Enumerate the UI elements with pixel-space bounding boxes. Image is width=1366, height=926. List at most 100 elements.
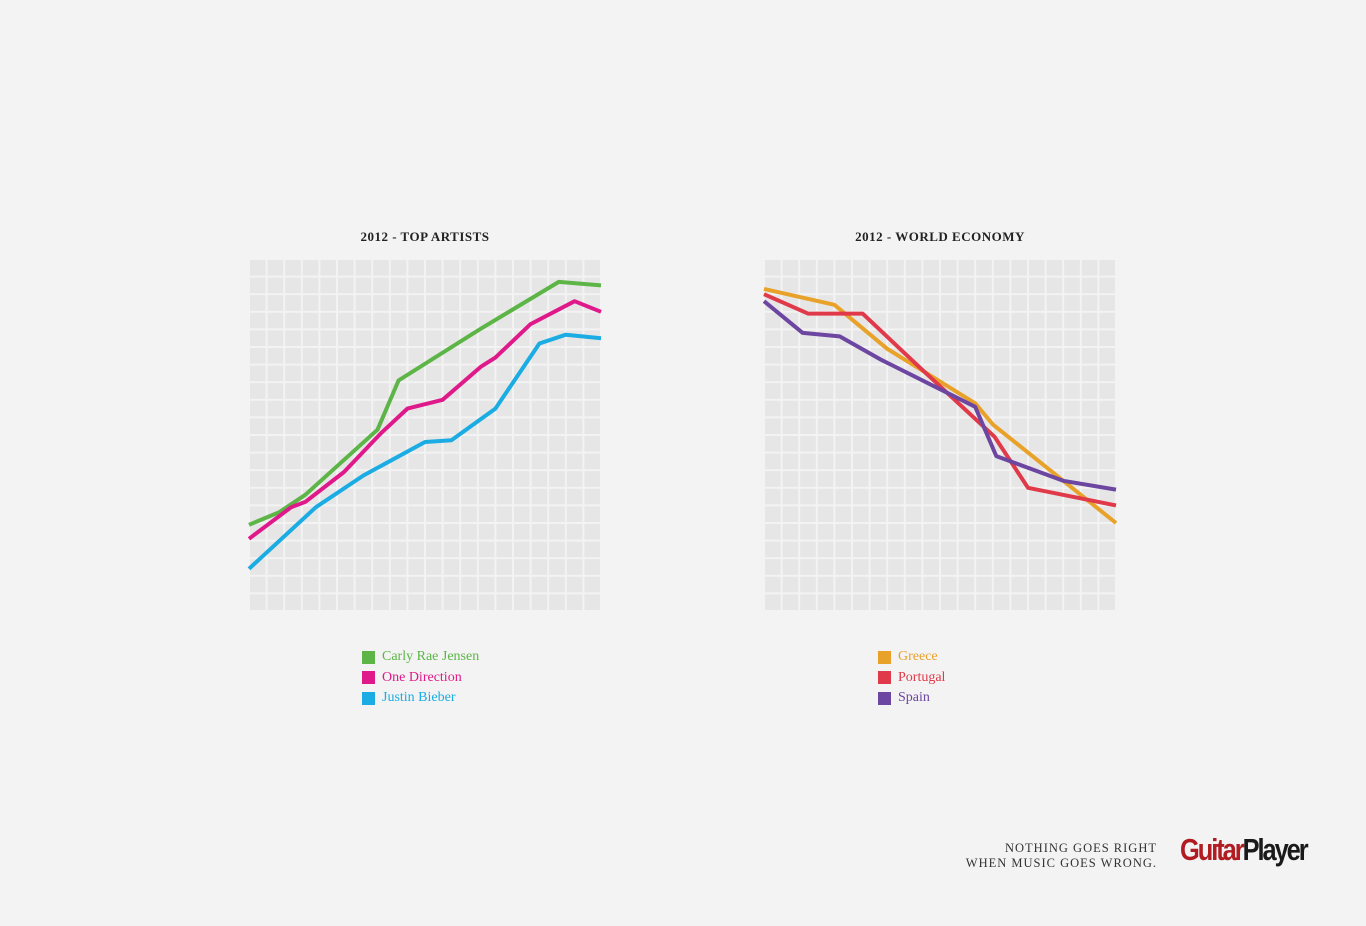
grid-cell (1011, 260, 1027, 276)
grid-cell (1099, 330, 1115, 346)
grid-cell (285, 576, 301, 593)
grid-cell (853, 400, 869, 417)
grid-cell (390, 330, 407, 346)
grid-cell (976, 260, 992, 276)
grid-cell (888, 418, 904, 434)
grid-cell (1099, 418, 1115, 434)
grid-cell (817, 471, 834, 487)
grid-cell (941, 400, 957, 417)
grid-cell (496, 453, 512, 470)
grid-cell (390, 277, 407, 294)
grid-cell (888, 260, 904, 276)
grid-cell (941, 506, 957, 522)
grid-cell (1064, 559, 1080, 575)
grid-cell (765, 471, 781, 487)
grid-cell (549, 471, 565, 487)
grid-cell (549, 348, 565, 364)
grid-cell (461, 312, 477, 329)
grid-cell (373, 295, 389, 311)
grid-cell (941, 295, 957, 311)
grid-cell (355, 348, 372, 364)
grid-cell (1029, 277, 1045, 294)
grid-cell (835, 418, 851, 434)
grid-cell (1099, 383, 1115, 399)
grid-cell (443, 594, 460, 610)
grid-cell (408, 277, 424, 294)
grid-cell (250, 471, 266, 487)
grid-cell (373, 383, 389, 399)
grid-cell (566, 576, 583, 593)
grid-cell (566, 436, 583, 452)
grid-cell (426, 576, 442, 593)
grid-cell (905, 541, 922, 558)
grid-cell (976, 348, 992, 364)
grid-cell (426, 471, 442, 487)
grid-cell (853, 576, 869, 593)
grid-cell (1046, 541, 1063, 558)
grid-cell (408, 330, 424, 346)
grid-cell (250, 541, 266, 558)
grid-cell (496, 559, 512, 575)
grid-cell (923, 295, 939, 311)
grid-cell (250, 260, 266, 276)
grid-cell (905, 400, 922, 417)
grid-cell (478, 506, 495, 522)
grid-cell (835, 260, 851, 276)
grid-cell (835, 400, 851, 417)
grid-cell (976, 524, 992, 540)
grid-cell (390, 488, 407, 505)
grid-cell (923, 330, 939, 346)
grid-cell (373, 365, 389, 382)
grid-cell (1064, 295, 1080, 311)
grid-cell (905, 418, 922, 434)
grid-cell (923, 277, 939, 294)
grid-cell (566, 383, 583, 399)
grid-cell (958, 330, 975, 346)
grid-cell (958, 488, 975, 505)
grid-cell (320, 506, 336, 522)
grid-cell (993, 559, 1010, 575)
grid-cell (250, 576, 266, 593)
grid-cell (1046, 365, 1063, 382)
grid-cell (461, 383, 477, 399)
grid-cell (765, 418, 781, 434)
grid-cell (355, 576, 372, 593)
grid-cell (320, 383, 336, 399)
grid-cell (461, 541, 477, 558)
grid-cell (800, 277, 816, 294)
grid-cell (765, 260, 781, 276)
grid-cell (958, 541, 975, 558)
grid-cell (267, 488, 284, 505)
grid-cell (1011, 400, 1027, 417)
grid-cell (782, 418, 799, 434)
legend-item-greece: Greece (878, 647, 945, 668)
grid-cell (302, 348, 319, 364)
grid-cell (1099, 277, 1115, 294)
grid-cell (355, 524, 372, 540)
grid-cell (320, 260, 336, 276)
grid-cell (320, 576, 336, 593)
grid-cell (426, 312, 442, 329)
grid-cell (1099, 471, 1115, 487)
grid-cell (835, 576, 851, 593)
grid-cell (800, 453, 816, 470)
series-line-portugal (763, 292, 1117, 508)
grid-cell (800, 418, 816, 434)
grid-cell (1011, 488, 1027, 505)
grid-cell (285, 312, 301, 329)
grid-cell (478, 295, 495, 311)
grid-cell (905, 506, 922, 522)
grid-cell (1081, 330, 1098, 346)
grid-cell (302, 576, 319, 593)
grid-cell (390, 312, 407, 329)
grid-cell (443, 471, 460, 487)
grid-cell (1081, 576, 1098, 593)
grid-cell (285, 436, 301, 452)
grid-cell (355, 330, 372, 346)
grid-cell (514, 471, 530, 487)
grid-cell (976, 559, 992, 575)
grid-cell (817, 594, 834, 610)
grid-cell (584, 400, 600, 417)
grid-cell (426, 594, 442, 610)
grid-cell (905, 594, 922, 610)
